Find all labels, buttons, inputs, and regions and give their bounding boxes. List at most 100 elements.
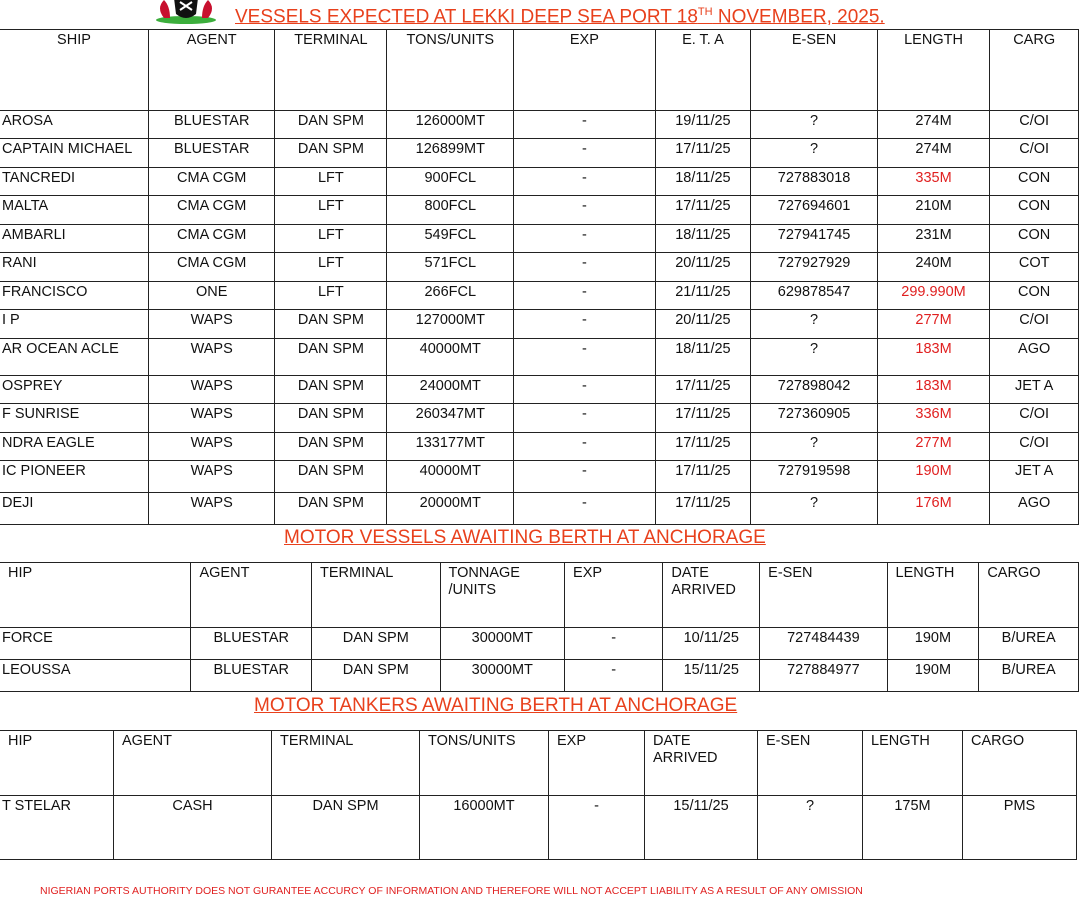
exp-cell: - [513, 195, 656, 225]
cargo-cell: C/OI [989, 138, 1079, 168]
esen-cell: ? [750, 138, 878, 168]
agent-cell: WAPS [147, 309, 276, 339]
tons-cell: 20000MT [386, 492, 515, 525]
length-cell: 231M [876, 224, 991, 253]
terminal-cell: DAN SPM [274, 403, 388, 433]
column-header: TERMINAL [274, 29, 388, 111]
esen-cell: 727360905 [750, 403, 878, 433]
esen-cell: 727898042 [750, 375, 878, 404]
column-header: SHIP [0, 29, 149, 111]
column-header: HIP [0, 730, 114, 796]
expected-vessels-table: SHIP AGENT TERMINAL TONS/UNITS EXP E. T. A E-S… [0, 29, 1079, 525]
tons-cell: 30000MT [439, 659, 566, 692]
agent-cell: WAPS [147, 403, 276, 433]
tons-cell: 266FCL [386, 281, 515, 310]
cargo-cell: CON [989, 195, 1079, 225]
agent-cell: CMA CGM [147, 167, 276, 196]
tons-cell: 133177MT [386, 432, 515, 461]
agent-cell: WAPS [147, 375, 276, 404]
terminal-cell: DAN SPM [274, 309, 388, 339]
eta-cell: 20/11/25 [654, 309, 752, 339]
eta-cell: 17/11/25 [654, 460, 752, 493]
ship-cell: RANI [0, 252, 149, 282]
table-row: LEOUSSA BLUESTAR DAN SPM 30000MT -15/11/25 72… [0, 659, 1079, 692]
ship-cell: MALTA [0, 195, 149, 225]
exp-cell: - [564, 659, 664, 692]
length-cell: 183M [876, 338, 991, 376]
column-header: TERMINAL [271, 730, 420, 796]
date-cell: 10/11/25 [662, 627, 761, 660]
terminal-cell: DAN SPM [274, 138, 388, 168]
table-row: NDRA EAGLE WAPS DAN SPM 133177MT -17/11/25? 2… [0, 432, 1079, 461]
column-header: EXP [548, 730, 645, 796]
table-row: AR OCEAN ACLE WAPS DAN SPM 40000MT -18/11/25… [0, 338, 1079, 376]
terminal-cell: DAN SPM [274, 375, 388, 404]
column-header: E-SEN [750, 29, 878, 111]
date-cell: 15/11/25 [644, 795, 758, 860]
esen-cell: ? [750, 110, 878, 139]
cargo-cell: PMS [962, 795, 1077, 860]
agent-cell: BLUESTAR [147, 110, 276, 139]
tons-cell: 40000MT [386, 460, 515, 493]
terminal-cell: LFT [274, 224, 388, 253]
column-header: E. T. A [654, 29, 752, 111]
disclaimer: NIGERIAN PORTS AUTHORITY DOES NOT GURANT… [40, 885, 863, 897]
tons-cell: 40000MT [386, 338, 515, 376]
coat-of-arms-logo [156, 0, 216, 24]
column-header: LENGTH [862, 730, 963, 796]
length-cell: 183M [876, 375, 991, 404]
length-cell: 336M [876, 403, 991, 433]
eta-cell: 18/11/25 [654, 338, 752, 376]
terminal-cell: DAN SPM [271, 795, 420, 860]
column-header: AGENT [113, 730, 272, 796]
terminal-cell: LFT [274, 167, 388, 196]
esen-cell: ? [757, 795, 863, 860]
tons-cell: 127000MT [386, 309, 515, 339]
exp-cell: - [513, 281, 656, 310]
cargo-cell: C/OI [989, 432, 1079, 461]
exp-cell: - [513, 375, 656, 404]
esen-cell: 727941745 [750, 224, 878, 253]
column-header: E-SEN [757, 730, 863, 796]
table-row: MALTA CMA CGM LFT 800FCL -17/11/25 727694601 2… [0, 195, 1079, 225]
terminal-cell: DAN SPM [311, 659, 441, 692]
exp-cell: - [513, 403, 656, 433]
table-row: AMBARLI CMA CGM LFT 549FCL -18/11/25 72794174… [0, 224, 1079, 253]
exp-cell: - [513, 110, 656, 139]
terminal-cell: DAN SPM [274, 338, 388, 376]
exp-cell: - [513, 167, 656, 196]
esen-cell: 727884977 [759, 659, 888, 692]
agent-cell: CMA CGM [147, 195, 276, 225]
ship-cell: NDRA EAGLE [0, 432, 149, 461]
length-cell: 175M [862, 795, 963, 860]
column-header: EXP [564, 562, 664, 628]
agent-cell: BLUESTAR [147, 138, 276, 168]
length-cell: 240M [876, 252, 991, 282]
terminal-cell: LFT [274, 252, 388, 282]
tons-cell: 900FCL [386, 167, 515, 196]
motor-vessels-title: MOTOR VESSELS AWAITING BERTH AT ANCHORAG… [284, 527, 766, 548]
ship-cell: IC PIONEER [0, 460, 149, 493]
tons-cell: 16000MT [419, 795, 549, 860]
eta-cell: 17/11/25 [654, 195, 752, 225]
tons-cell: 30000MT [439, 627, 566, 660]
column-header: AGENT [190, 562, 313, 628]
terminal-cell: DAN SPM [274, 110, 388, 139]
esen-cell: 727919598 [750, 460, 878, 493]
column-header: CARG [989, 29, 1079, 111]
agent-cell: WAPS [147, 492, 276, 525]
esen-cell: ? [750, 492, 878, 525]
column-header: DATE ARRIVED [662, 562, 761, 628]
exp-cell: - [513, 252, 656, 282]
agent-cell: CASH [113, 795, 272, 860]
table-row: TANCREDI CMA CGM LFT 900FCL -18/11/25 7278830… [0, 167, 1079, 196]
tons-cell: 126000MT [386, 110, 515, 139]
cargo-cell: CON [989, 224, 1079, 253]
table-row: T STELAR CASH DAN SPM 16000MT -15/11/25? 175M… [0, 795, 1077, 860]
length-cell: 277M [876, 309, 991, 339]
column-header: CARGO [978, 562, 1079, 628]
exp-cell: - [513, 432, 656, 461]
column-header: DATE ARRIVED [644, 730, 758, 796]
ship-cell: OSPREY [0, 375, 149, 404]
cargo-cell: B/UREA [978, 627, 1079, 660]
